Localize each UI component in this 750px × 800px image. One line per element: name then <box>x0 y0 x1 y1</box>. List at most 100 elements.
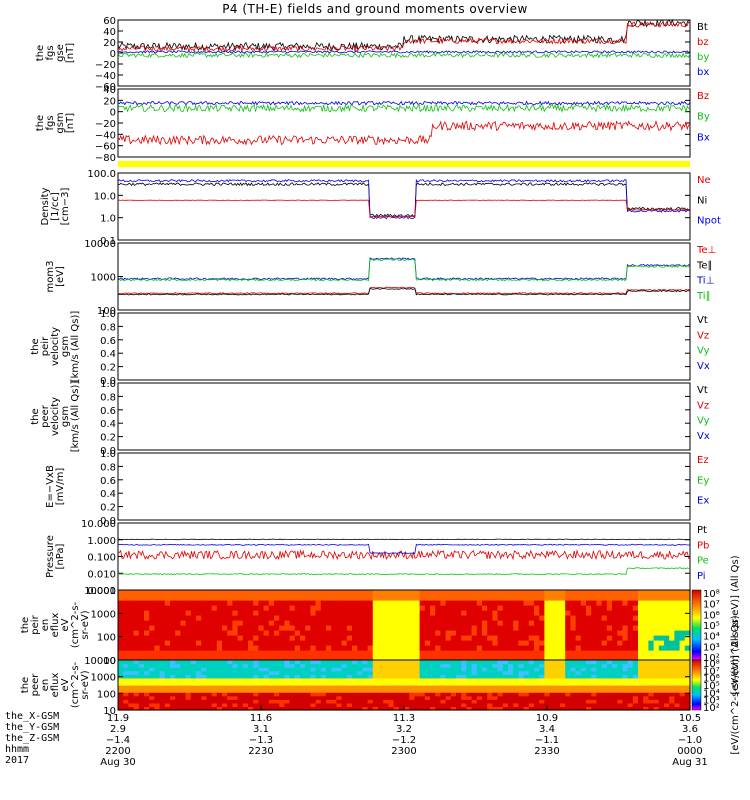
spectrogram-cell <box>409 699 415 704</box>
spectrogram-cell <box>268 625 275 631</box>
spectrogram-cell <box>492 615 499 621</box>
spectrogram-cell <box>206 605 213 611</box>
spectrogram-cell <box>492 667 499 672</box>
spectrogram-cell <box>539 674 545 679</box>
y-axis-label: the <box>30 338 41 354</box>
spectrogram-cell <box>461 670 467 675</box>
spectrogram-cell <box>128 590 135 596</box>
spectrogram-cell <box>326 625 332 631</box>
spectrogram-cell <box>409 663 415 668</box>
spectrogram-cell <box>123 630 129 636</box>
spectrogram-cell <box>227 677 233 683</box>
spectrogram-cell <box>378 590 384 596</box>
spectrogram-cell <box>164 625 171 631</box>
spectrogram-cell <box>586 620 592 626</box>
spectrogram-cell <box>544 605 551 611</box>
spectrogram-cell <box>232 663 239 668</box>
spectrogram-cell <box>487 630 493 636</box>
spectrogram-cell <box>138 635 145 641</box>
spectrogram-cell <box>388 663 395 668</box>
spectrogram-cell <box>518 688 525 693</box>
spectrogram-cell <box>190 635 197 641</box>
spectrogram-cell <box>398 685 405 690</box>
spectrogram-cell <box>362 663 369 668</box>
spectrogram-cell <box>638 695 644 700</box>
spectrogram-cell <box>549 615 556 621</box>
spectrogram-cell <box>528 610 535 616</box>
spectrogram-cell <box>544 640 551 646</box>
spectrogram-cell <box>320 702 327 708</box>
spectrogram-cell <box>118 610 124 616</box>
spectrogram-cell <box>575 667 582 672</box>
spectrogram-cell <box>227 630 233 636</box>
spectrogram-cell <box>398 702 405 708</box>
spectrogram-cell <box>596 645 603 651</box>
spectrogram-cell <box>305 685 311 690</box>
spectrogram-cell <box>300 625 306 631</box>
spectrogram-cell <box>601 590 608 596</box>
spectrogram-cell <box>461 605 467 611</box>
spectrogram-cell <box>180 706 187 711</box>
spectrogram-cell <box>284 605 291 611</box>
spectrogram-cell <box>388 699 395 704</box>
spectrogram-cell <box>341 635 348 641</box>
spectrogram-cell <box>617 650 623 656</box>
spectrogram-cell <box>471 677 478 683</box>
spectrogram-cell <box>658 685 665 690</box>
spectrogram-cell <box>404 635 410 641</box>
spectrogram-cell <box>331 595 337 601</box>
spectrogram-cell <box>466 692 473 697</box>
spectrogram-cell <box>679 660 686 665</box>
line-Bt <box>117 18 691 52</box>
spectrogram-cell <box>497 595 504 601</box>
spectrogram-cell <box>170 595 176 601</box>
spectrogram-cell <box>487 625 493 631</box>
spectrogram-cell <box>242 660 249 665</box>
spectrogram-cell <box>258 625 265 631</box>
spectrogram-cell <box>372 685 379 690</box>
spectrogram-cell <box>617 670 623 675</box>
spectrogram-cell <box>528 699 535 704</box>
spectrogram-cell <box>175 640 181 646</box>
spectrogram-cell <box>492 605 499 611</box>
spectrogram-cell <box>622 620 629 626</box>
spectrogram-cell <box>632 681 639 686</box>
spectrogram-cell <box>144 620 150 626</box>
spectrogram-cell <box>222 640 228 646</box>
spectrogram-cell <box>539 677 545 683</box>
spectrogram-cell <box>175 605 181 611</box>
spectrogram-cell <box>190 590 197 596</box>
spectrogram-cell <box>378 699 384 704</box>
spectrogram-cell <box>279 660 285 665</box>
y-tick-label: 10000 <box>84 656 116 667</box>
spectrogram-cell <box>471 615 478 621</box>
spectrogram-cell <box>586 663 592 668</box>
spectrogram-cell <box>669 655 675 661</box>
spectrogram-cell <box>242 615 249 621</box>
spectrogram-cell <box>133 650 140 656</box>
colorbar-tick-label: 10² <box>703 653 720 664</box>
spectrogram-cell <box>684 625 691 631</box>
spectrogram-cell <box>149 630 155 636</box>
spectrogram-cell <box>653 670 660 675</box>
spectrogram-cell <box>617 635 623 641</box>
spectrogram-cell <box>492 692 499 697</box>
spectrogram-cell <box>497 650 504 656</box>
spectrogram-cell <box>190 660 197 665</box>
spectrogram-cell <box>284 695 291 700</box>
spectrogram-cell <box>383 681 389 686</box>
spectrogram-cell <box>274 702 280 708</box>
spectrogram-cell <box>305 681 311 686</box>
spectrogram-cell <box>409 655 415 661</box>
spectrogram-cell <box>539 702 545 708</box>
spectrogram-cell <box>383 670 389 675</box>
spectrogram-cell <box>341 677 348 683</box>
spectrogram-cell <box>164 595 171 601</box>
spectrogram-cell <box>237 610 244 616</box>
spectrogram-cell <box>565 610 571 616</box>
spectrogram-cell <box>430 630 436 636</box>
spectrogram-cell <box>648 660 655 665</box>
spectrogram-cell <box>445 630 452 636</box>
spectrogram-cell <box>320 610 327 616</box>
